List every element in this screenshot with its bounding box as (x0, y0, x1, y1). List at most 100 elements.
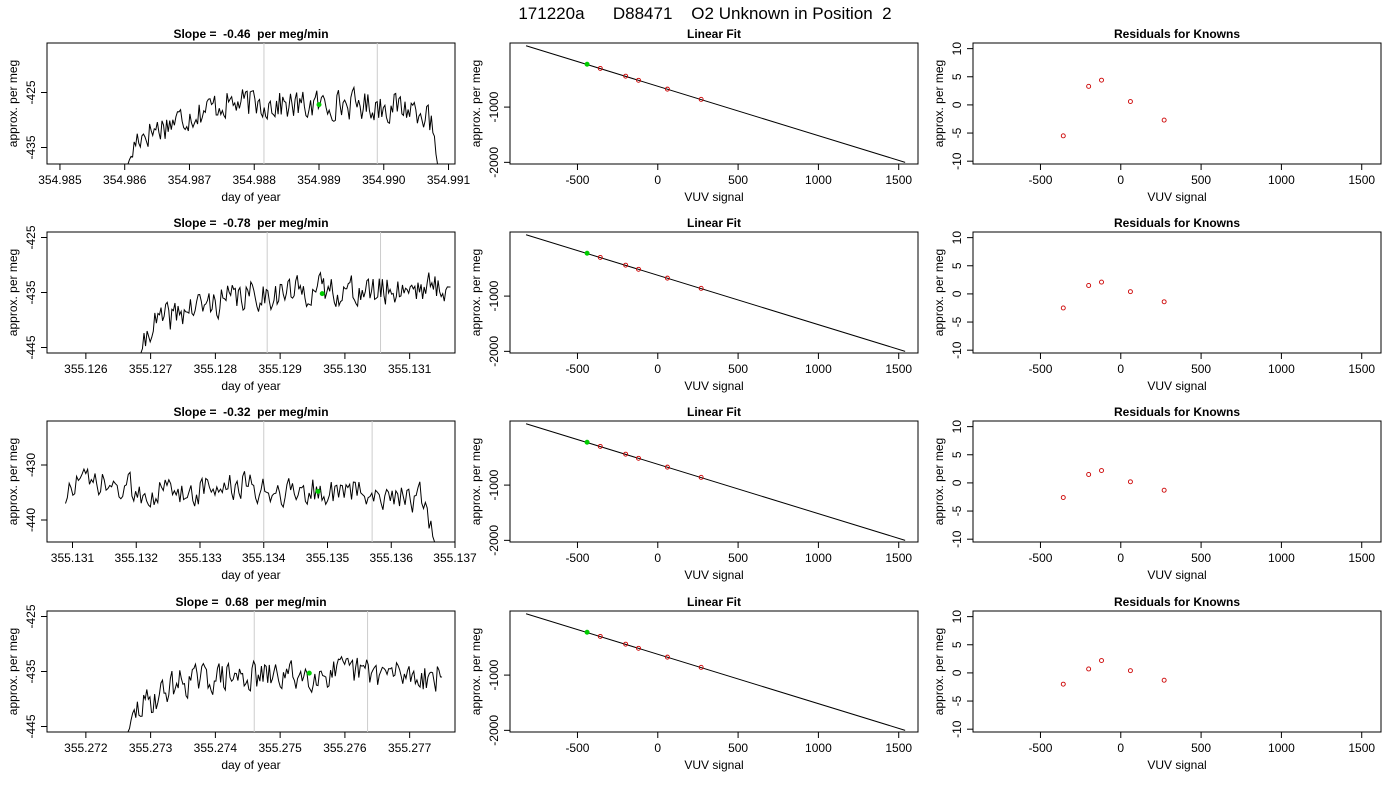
standard-point (597, 633, 603, 639)
y-tick-label: 0 (950, 290, 964, 297)
x-tick-label: 0 (654, 551, 661, 565)
y-tick-label: -5 (950, 505, 964, 516)
y-tick-label: 5 (950, 73, 964, 80)
panel-title: Slope = -0.46 per meg/min (173, 27, 328, 41)
standard-point (698, 285, 704, 291)
standard-point (636, 77, 641, 83)
x-tick-label: 355.126 (64, 362, 108, 376)
x-tick-label: 354.988 (233, 173, 277, 187)
y-axis-label: approx. per meg (469, 438, 483, 525)
residual-point (1127, 479, 1133, 485)
x-tick-label: 500 (728, 362, 748, 376)
x-tick-label: 355.133 (178, 551, 222, 565)
data-trace (127, 85, 439, 164)
residual-point (1060, 305, 1066, 311)
x-tick-label: 355.127 (129, 362, 173, 376)
x-tick-label: 1500 (885, 173, 912, 187)
x-axis-label: VUV signal (684, 758, 743, 772)
x-tick-label: 0 (654, 173, 661, 187)
panel-title: Residuals for Knowns (1114, 405, 1240, 419)
residual-point (1086, 666, 1092, 672)
data-trace (127, 655, 443, 732)
residual-point (1099, 658, 1104, 663)
y-tick-label: 10 (950, 231, 964, 245)
x-axis-label: day of year (221, 758, 280, 772)
page-title: 171220a D88471 O2 Unknown in Position 2 (518, 4, 891, 23)
y-tick-label: 5 (950, 262, 964, 269)
y-axis-label: approx. per meg (6, 628, 20, 715)
panel-linear-fit-4: Linear Fit -500 0 500 1000 1500 -1000 -2000 VUV … (469, 595, 919, 772)
standard-point (623, 73, 629, 79)
unknown-marker (306, 670, 312, 676)
x-tick-label: 355.131 (51, 551, 95, 565)
x-tick-label: 0 (654, 362, 661, 376)
residual-point (1099, 468, 1104, 473)
x-axis-label: VUV signal (1147, 758, 1206, 772)
plot-frame (972, 42, 1382, 165)
unknown-marker (316, 102, 322, 108)
x-tick-label: -500 (565, 551, 589, 565)
x-tick-label: 1500 (885, 362, 912, 376)
x-tick-label: 500 (728, 551, 748, 565)
x-axis-label: day of year (221, 568, 280, 582)
y-tick-label: 10 (950, 420, 964, 434)
unknown-marker (584, 439, 590, 445)
standard-point (636, 645, 641, 651)
y-tick-label: -425 (24, 225, 38, 249)
x-axis-label: VUV signal (1147, 568, 1206, 582)
data-trace (140, 271, 451, 353)
x-tick-label: 355.272 (64, 741, 108, 755)
x-tick-label: -500 (1028, 362, 1052, 376)
residual-point (1086, 83, 1092, 89)
plot-area (127, 43, 439, 164)
x-tick-label: 355.135 (306, 551, 350, 565)
x-tick-label: 1500 (1348, 741, 1375, 755)
residual-point (1099, 279, 1104, 285)
x-tick-label: 355.276 (323, 741, 367, 755)
residual-point (1161, 677, 1167, 683)
residual-point (1060, 133, 1066, 139)
plot-area (525, 234, 906, 352)
y-tick-label: -2000 (487, 336, 501, 367)
x-tick-label: 355.137 (433, 551, 477, 565)
unknown-marker (584, 629, 590, 635)
y-axis-label: approx. per meg (6, 249, 20, 336)
y-tick-label: -2000 (487, 525, 501, 556)
x-tick-label: 1500 (1348, 551, 1375, 565)
x-tick-label: 354.985 (38, 173, 82, 187)
x-tick-label: 0 (1117, 173, 1124, 187)
y-tick-label: 0 (950, 669, 964, 676)
standard-point (623, 262, 629, 268)
y-tick-label: 10 (950, 42, 964, 56)
y-tick-label: 0 (950, 479, 964, 486)
x-tick-label: 1000 (805, 362, 832, 376)
panel-title: Slope = 0.68 per meg/min (175, 595, 326, 609)
panel-title: Linear Fit (687, 405, 741, 419)
residual-point (1161, 487, 1167, 493)
x-tick-label: 0 (654, 741, 661, 755)
standard-point (664, 464, 670, 470)
plot-frame (509, 610, 919, 733)
x-tick-label: 0 (1117, 741, 1124, 755)
panel-title: Linear Fit (687, 216, 741, 230)
panel-title: Residuals for Knowns (1114, 595, 1240, 609)
plot-frame (46, 420, 456, 543)
x-tick-label: 0 (1117, 551, 1124, 565)
panels: Slope = -0.46 per meg/min 354.985 354.986 3… (6, 27, 1382, 772)
plot-area (127, 611, 443, 732)
y-tick-label: -445 (24, 335, 38, 359)
x-tick-label: -500 (565, 362, 589, 376)
plot-frame (509, 231, 919, 354)
y-axis-label: approx. per meg (6, 60, 20, 147)
x-tick-label: 1000 (805, 173, 832, 187)
standard-point (623, 641, 629, 647)
panel-time-series-1: Slope = -0.46 per meg/min 354.985 354.986 3… (6, 27, 471, 204)
x-tick-label: 1000 (1268, 551, 1295, 565)
plot-frame (972, 231, 1382, 354)
plot-area (140, 232, 451, 353)
x-axis-label: VUV signal (1147, 379, 1206, 393)
standard-point (597, 65, 603, 71)
residual-point (1086, 472, 1092, 477)
data-trace (65, 467, 436, 542)
x-axis-label: VUV signal (684, 568, 743, 582)
